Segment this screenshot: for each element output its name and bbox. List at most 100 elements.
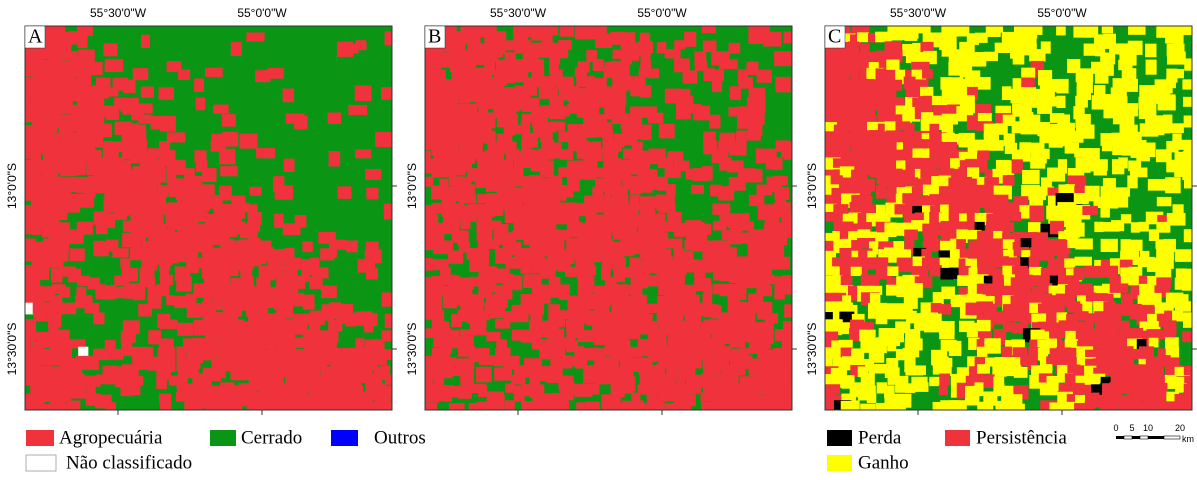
map-patch — [1183, 97, 1197, 107]
map-patch — [1100, 403, 1118, 419]
map-patch — [231, 42, 242, 56]
map-patch — [1145, 44, 1156, 58]
map-patch — [849, 328, 860, 341]
map-patch — [739, 319, 755, 330]
map-patch — [1102, 23, 1113, 33]
map-patch — [640, 125, 652, 140]
map-patch — [1112, 195, 1128, 208]
map-patch — [691, 185, 704, 194]
map-patch — [730, 338, 745, 347]
map-patch — [178, 70, 190, 80]
map-patch — [421, 177, 433, 187]
map-patch — [505, 384, 515, 393]
map-patch — [684, 32, 696, 47]
map-patch — [514, 40, 531, 54]
legend-label: Agropecuária — [59, 427, 163, 448]
map-patch — [604, 186, 614, 196]
map-patch — [693, 106, 710, 121]
longitude-label: 55°0'0"W — [637, 6, 687, 20]
map-patch — [860, 404, 875, 414]
map-patch — [1175, 249, 1194, 262]
map-patch — [220, 166, 237, 176]
map-patch — [603, 158, 621, 167]
map-patch — [1183, 312, 1197, 328]
map-patch — [756, 337, 771, 349]
map-patch — [641, 159, 650, 169]
map-patch — [1065, 184, 1075, 194]
legend-swatch — [26, 455, 56, 471]
map-patch — [611, 114, 621, 124]
map-patch — [49, 258, 64, 268]
map-patch — [887, 266, 898, 276]
map-patch — [530, 403, 540, 412]
map-patch — [1165, 177, 1181, 193]
map-patch — [611, 141, 622, 152]
map-patch — [84, 356, 99, 370]
map-patch — [106, 105, 119, 120]
map-patch — [1183, 402, 1197, 413]
map-patch — [977, 402, 993, 417]
map-patch — [309, 277, 322, 289]
map-patch — [1029, 206, 1044, 222]
map-patch — [1013, 52, 1025, 65]
map-patch — [657, 383, 670, 392]
map-patch — [736, 131, 747, 143]
map-patch — [328, 320, 342, 332]
map-patch — [1011, 404, 1025, 414]
map-patch — [640, 33, 650, 43]
map-patch — [630, 184, 641, 194]
map-patch — [381, 402, 395, 415]
map-patch — [757, 70, 772, 83]
map-patch — [929, 377, 940, 386]
map-patch — [782, 51, 792, 60]
map-patch — [524, 87, 537, 96]
scale-segment — [1148, 436, 1164, 439]
map-patch — [628, 76, 645, 85]
map-patch — [895, 329, 904, 343]
map-patch — [223, 292, 232, 302]
map-patch — [213, 105, 229, 114]
map-patch — [458, 94, 469, 103]
map-patch — [665, 49, 681, 58]
map-patch — [1037, 104, 1052, 114]
map-patch — [870, 293, 880, 303]
map-patch — [441, 168, 456, 177]
map-patch — [66, 203, 80, 213]
map-patch — [728, 301, 739, 312]
map-patch — [247, 402, 258, 414]
map-patch — [60, 391, 71, 401]
map-patch — [774, 286, 785, 299]
map-patch — [903, 348, 919, 357]
map-patch — [595, 373, 612, 384]
map-patch — [214, 366, 226, 379]
map-patch — [130, 386, 140, 396]
map-patch — [1100, 206, 1109, 218]
map-patch — [719, 59, 738, 69]
map-patch — [875, 32, 892, 43]
map-patch — [1149, 338, 1159, 348]
map-patch — [156, 160, 165, 169]
map-patch — [929, 322, 939, 332]
map-patch — [249, 256, 261, 266]
map-patch — [138, 185, 148, 195]
map-patch — [494, 356, 505, 366]
map-patch — [385, 375, 395, 385]
map-patch — [904, 230, 918, 240]
map-patch — [1075, 238, 1093, 249]
map-patch — [1075, 257, 1092, 266]
map-patch — [274, 214, 283, 228]
map-patch — [355, 338, 364, 348]
longitude-label: 55°30'0"W — [890, 6, 947, 20]
map-patch — [1111, 310, 1122, 320]
map-patch — [381, 87, 393, 100]
map-patch — [575, 67, 587, 76]
map-patch — [929, 265, 941, 276]
map-patch — [658, 202, 675, 212]
map-patch — [763, 275, 775, 285]
map-patch — [586, 384, 600, 395]
scale-unit: km — [1182, 434, 1194, 444]
map-patch — [229, 266, 238, 276]
map-patch — [94, 132, 103, 148]
map-patch — [1012, 159, 1023, 173]
map-patch — [718, 186, 734, 200]
